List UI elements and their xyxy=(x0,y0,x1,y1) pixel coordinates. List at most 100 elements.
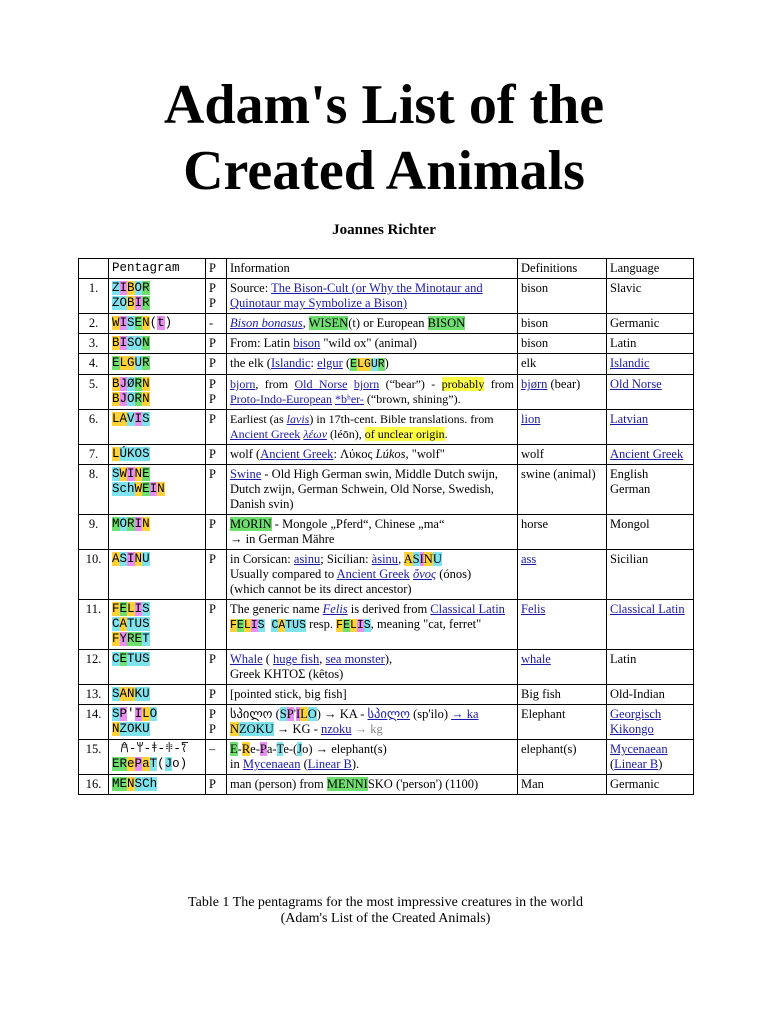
whale-definition-link[interactable]: whale xyxy=(521,652,551,666)
row-p: P xyxy=(205,684,227,705)
table-row: 10. ASINU P in Corsican: asinu; Sicilian… xyxy=(78,549,694,600)
row-p: P xyxy=(205,333,227,354)
asinu-sicilian-link[interactable]: àsinu xyxy=(371,552,399,566)
felis-link[interactable]: Felis xyxy=(322,602,348,616)
row-language: English German xyxy=(606,464,694,515)
row-information: Earliest (as lavis) in 17th-cent. Bible … xyxy=(226,409,518,445)
row-number: 15. xyxy=(78,739,109,775)
row-language: Germanic xyxy=(606,774,694,795)
row-pentagram: ASINU xyxy=(108,549,206,600)
bison-cult-link[interactable]: The Bison-Cult (or Why the Minotaur and … xyxy=(230,281,483,310)
lion-link[interactable]: lion xyxy=(521,412,541,426)
row-definition: ass xyxy=(517,549,607,600)
ka-link[interactable]: → ka xyxy=(451,707,479,721)
row-pentagram: ZIBOR ZOBIR xyxy=(108,278,206,314)
ancient-greek-wolf-link[interactable]: Ancient Greek xyxy=(260,447,334,461)
row-p: P xyxy=(205,444,227,465)
row-pentagram: ELGUR xyxy=(108,353,206,375)
row-definition: bison xyxy=(517,313,607,334)
row-p: P xyxy=(205,649,227,685)
header-pentagram: Pentagram xyxy=(108,258,206,279)
row-information: [pointed stick, big fish] xyxy=(226,684,518,705)
spilo-link[interactable]: სპილო xyxy=(367,707,410,721)
row-p: P xyxy=(205,599,227,650)
nzoku-link[interactable]: nzoku xyxy=(320,722,352,736)
ancient-greek-link[interactable]: Ancient Greek xyxy=(230,427,301,441)
caption-line-1: Table 1 The pentagrams for the most impr… xyxy=(188,895,583,910)
row-pentagram: BISON xyxy=(108,333,206,354)
row-p: P xyxy=(205,774,227,795)
linear-b-link[interactable]: Linear B xyxy=(307,757,352,771)
row-information: the elk (Islandic: elgur (ELGUR) xyxy=(226,353,518,375)
asinu-link[interactable]: asinu xyxy=(293,552,321,566)
row-p: – xyxy=(205,739,227,775)
ass-link[interactable]: ass xyxy=(521,552,537,566)
table-row: 6. LAVIS P Earliest (as lavis) in 17th-c… xyxy=(78,409,694,445)
table-row: 3. BISON P From: Latin bison "wild ox" (… xyxy=(78,333,694,354)
sea-monster-link[interactable]: sea monster xyxy=(325,652,385,666)
row-p: P xyxy=(205,353,227,375)
table-row: 9. MORIN P MORIN - Mongole „Pferd“, Chin… xyxy=(78,514,694,550)
latvian-link[interactable]: Latvian xyxy=(610,412,649,426)
classical-latin-link[interactable]: Classical Latin xyxy=(430,602,505,616)
whale-link[interactable]: Whale xyxy=(230,652,263,666)
title-line-2: Created Animals xyxy=(183,140,585,202)
old-norse-language-link[interactable]: Old Norse xyxy=(610,377,662,391)
onos-link[interactable]: ὄνος xyxy=(412,567,437,581)
row-information: man (person) from MENNISKO ('person') (1… xyxy=(226,774,518,795)
row-language: Latin xyxy=(606,333,694,354)
linear-b-language-link[interactable]: Linear B xyxy=(614,757,659,771)
row-information: სპილო (SP'ILO) → KA - სპილო (sp'ilo) → k… xyxy=(226,704,518,740)
header-language: Language xyxy=(606,258,694,279)
bher-link[interactable]: *bʰer- xyxy=(334,392,364,406)
pie-link[interactable]: Proto-Indo-European xyxy=(230,392,332,406)
row-pentagram: SWINE SchWEIN xyxy=(108,464,206,515)
row-language: Old Norse xyxy=(606,374,694,410)
row-number: 2. xyxy=(78,313,109,334)
header-information: Information xyxy=(226,258,518,279)
mycenaean-link[interactable]: Mycenaean xyxy=(242,757,301,771)
huge-fish-link[interactable]: huge fish xyxy=(273,652,320,666)
row-definition: Elephant xyxy=(517,704,607,740)
row-language: Germanic xyxy=(606,313,694,334)
bjorn-old-norse-link[interactable]: bjorn xyxy=(353,377,380,391)
row-language: Latin xyxy=(606,649,694,685)
kikongo-link[interactable]: Kikongo xyxy=(610,722,654,736)
row-pentagram: WISEN(t) xyxy=(108,313,206,334)
ancient-greek-language-link[interactable]: Ancient Greek xyxy=(610,447,684,461)
elgur-link[interactable]: elgur xyxy=(317,356,343,370)
leon-link[interactable]: λέων xyxy=(303,427,328,441)
swine-link[interactable]: Swine xyxy=(230,467,262,481)
islandic-language-link[interactable]: Islandic xyxy=(610,356,650,370)
row-definition: bison xyxy=(517,333,607,354)
mycenaean-language-link[interactable]: Mycenaean xyxy=(610,742,668,756)
row-p: P xyxy=(205,464,227,515)
table-header-row: Pentagram P Information Definitions Lang… xyxy=(78,258,694,279)
ancient-greek-onos-link[interactable]: Ancient Greek xyxy=(336,567,410,581)
bison-link[interactable]: bison xyxy=(293,336,321,350)
row-information: wolf (Ancient Greek: Λύκος Lúkos, "wolf" xyxy=(226,444,518,465)
table-row: 4. ELGUR P the elk (Islandic: elgur (ELG… xyxy=(78,353,694,375)
row-number: 10. xyxy=(78,549,109,600)
islandic-link[interactable]: Islandic xyxy=(270,356,311,370)
bjorn-link[interactable]: bjorn xyxy=(230,377,256,391)
row-number: 14. xyxy=(78,704,109,740)
table-row: 15. 𐀁-𐀩-𐀞-𐀳-𐀍 ERePaT(Jo) – E-Re-Pa-Te-(Jo… xyxy=(78,739,694,775)
row-definition: horse xyxy=(517,514,607,550)
row-number: 1. xyxy=(78,278,109,314)
row-definition: elk xyxy=(517,353,607,375)
old-norse-link[interactable]: Old Norse xyxy=(294,377,348,391)
georgisch-link[interactable]: Georgisch xyxy=(610,707,662,721)
row-information: bjorn, from Old Norse bjorn (“bear”) - p… xyxy=(226,374,518,410)
bjorn-definition-link[interactable]: bjørn xyxy=(521,377,548,391)
classical-latin-language-link[interactable]: Classical Latin xyxy=(610,602,685,616)
lavis-link[interactable]: lavis xyxy=(286,412,310,426)
row-language: Classical Latin xyxy=(606,599,694,650)
felis-definition-link[interactable]: Felis xyxy=(521,602,546,616)
row-number: 4. xyxy=(78,353,109,375)
bison-bonasus-link[interactable]: Bison bonasus xyxy=(230,316,303,330)
